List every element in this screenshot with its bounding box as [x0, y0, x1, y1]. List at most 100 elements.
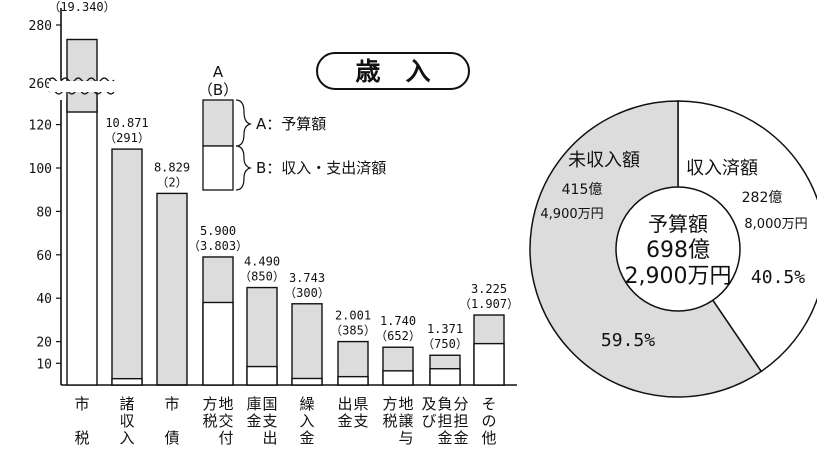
category-label-char: び [421, 412, 436, 430]
category-label-char: 諸 [119, 395, 134, 413]
bar-received-label: （291） [104, 131, 150, 145]
chart-title: 歳 入 [316, 52, 470, 90]
bar-received-label: （850） [239, 270, 285, 284]
category-label-char: 市 [164, 395, 179, 413]
bar-received-label: （3.803） [188, 239, 248, 253]
y-tick-label: 80 [36, 205, 52, 220]
category-label-char: 金 [453, 429, 468, 447]
pie-center-text: 予算額 [648, 212, 708, 236]
y-tick-label: 60 [36, 249, 52, 264]
bar-budget-label: 1.740 [380, 314, 416, 328]
category-label: その他 [481, 395, 496, 447]
bar-budget-label: 10.871 [105, 116, 148, 130]
bar-received [291, 377, 323, 386]
legend-symbol-a: A [213, 63, 224, 81]
bar-budget-label: 3.225 [471, 282, 507, 296]
pie-slice-received [677, 100, 817, 373]
bar-received-label: （300） [284, 286, 330, 300]
category-label-char: 担 [437, 412, 452, 430]
category-label-char: の [481, 412, 496, 430]
bar-received [382, 370, 414, 386]
category-label-char: 入 [119, 429, 134, 447]
bar-budget-label: 2.001 [335, 309, 371, 323]
pie-slice-amount-outstanding: 4,900万円 [540, 207, 603, 222]
category-label-char: 担 [453, 412, 468, 430]
category-label-char: 方 [202, 395, 217, 413]
category-label-char: 付 [218, 429, 233, 447]
bar-chart: 10 20 40 60 80 100 120 260 280 （19.340） 10.871（291… [29, 0, 520, 447]
category-label-char: 金 [299, 429, 314, 447]
pie-center-text: 2,900万円 [625, 264, 732, 289]
category-label-char: 税 [202, 412, 217, 430]
category-label: 諸収入 [119, 395, 134, 447]
legend-label-b: B：収入・支出済額 [256, 159, 386, 177]
category-label-char: 入 [299, 412, 314, 430]
bar-received [246, 365, 278, 386]
category-label-char: 国 [262, 395, 277, 413]
category-label-char: 債 [164, 429, 179, 447]
bar-budget-label: 1.371 [427, 322, 463, 336]
bar-budget [66, 38, 98, 113]
bar-received-label: （2） [156, 175, 187, 189]
y-tick-label: 40 [36, 292, 52, 307]
bar-received-label: （19.340） [48, 0, 115, 14]
category-label-char: 繰 [299, 395, 314, 413]
category-label-char: 税 [382, 412, 397, 430]
category-label-char: 出 [262, 429, 277, 447]
category-label: 市債 [164, 395, 179, 447]
category-label-char: 支 [262, 412, 277, 430]
legend-brace-b [235, 145, 252, 191]
legend-brace-a [235, 99, 252, 147]
category-label-char: 庫 [246, 395, 261, 413]
axis-break-gap [49, 81, 119, 92]
category-label-char: 交 [218, 412, 233, 430]
bar-received [66, 99, 98, 386]
category-label-char: 地 [218, 395, 233, 413]
bar-received-label: （1.907） [459, 297, 519, 311]
title-frame [316, 52, 470, 90]
bar-budget [111, 148, 143, 386]
legend-swatch-budget [202, 99, 234, 147]
pie-slice-amount-received: 282億 [742, 190, 783, 206]
category-label-char: 出 [337, 395, 352, 413]
title-text: 歳 入 [355, 57, 430, 86]
bar-received [111, 377, 143, 386]
bar-received-label: （652） [375, 329, 421, 343]
y-tick-label: 10 [36, 357, 52, 372]
category-label-char: 金 [246, 412, 261, 430]
category-label-char: 支 [353, 412, 368, 430]
y-tick-label: 280 [29, 19, 52, 34]
bar-budget-label: 5.900 [200, 224, 236, 238]
category-label-char: 方 [382, 395, 397, 413]
legend: A （B） A：予算額 B：収入・支出済額 [198, 63, 386, 191]
y-tick-label: 260 [29, 77, 52, 92]
y-tick-label: 100 [29, 162, 52, 177]
category-label-char: 分 [453, 395, 468, 413]
pie-slice-percent-received: 40.5% [751, 267, 805, 288]
category-label-char: 市 [74, 395, 89, 413]
bar-received-label: （385） [330, 324, 376, 338]
category-label-char: そ [481, 395, 496, 413]
pie-slice-amount-received: 8,000万円 [744, 217, 807, 232]
category-label-char: 及 [421, 395, 436, 413]
bar-budget [156, 192, 188, 386]
category-label-char: 他 [481, 429, 496, 447]
legend-symbol-b: （B） [198, 81, 238, 99]
category-label-char: 地 [398, 395, 413, 413]
pie-slice-name-received: 収入済額 [686, 158, 758, 179]
pie-slice-percent-outstanding: 59.5% [601, 330, 655, 351]
category-label-char: 県 [353, 395, 368, 413]
bar-received [337, 375, 369, 386]
bar-budget-label: 8.829 [154, 160, 190, 174]
bar-received-label: （750） [422, 337, 468, 351]
y-tick-label: 20 [36, 336, 52, 351]
bar-budget-label: 4.490 [244, 255, 280, 269]
category-label-char: 負 [437, 395, 452, 413]
